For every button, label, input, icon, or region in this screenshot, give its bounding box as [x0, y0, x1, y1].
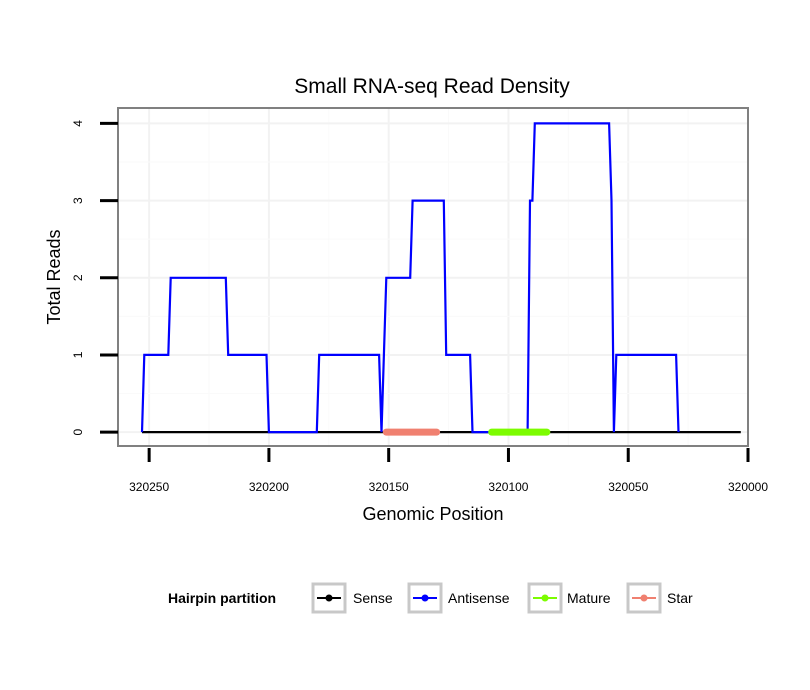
legend-label-star: Star	[667, 590, 693, 606]
legend-title: Hairpin partition	[168, 590, 276, 606]
legend-key-dot	[325, 594, 333, 602]
legend-label-antisense: Antisense	[448, 590, 510, 606]
legend-key-dot	[541, 594, 549, 602]
x-axis: 320250 320200 320150 320100 320050 320000	[129, 448, 768, 494]
y-tick-label: 1	[71, 351, 85, 358]
x-tick-label: 320200	[249, 480, 289, 494]
x-tick-label: 320100	[488, 480, 528, 494]
y-tick-label: 3	[71, 197, 85, 204]
legend-label-mature: Mature	[567, 590, 611, 606]
legend-label-sense: Sense	[353, 590, 393, 606]
y-tick-label: 2	[71, 274, 85, 281]
x-tick-label: 320050	[608, 480, 648, 494]
x-tick-label: 320150	[369, 480, 409, 494]
series-layer	[140, 122, 741, 436]
y-tick-label: 4	[71, 120, 85, 127]
legend-key-dot	[421, 594, 429, 602]
y-axis: 0 1 2 3 4	[71, 120, 118, 435]
x-tick-label: 320000	[728, 480, 768, 494]
series-line-antisense	[140, 122, 680, 434]
chart-title: Small RNA-seq Read Density	[294, 75, 570, 98]
x-axis-title: Genomic Position	[362, 504, 503, 524]
legend-key-dot	[640, 594, 648, 602]
x-tick-label: 320250	[129, 480, 169, 494]
y-axis-title: Total Reads	[44, 229, 64, 324]
y-tick-label: 0	[71, 428, 85, 435]
legend: Hairpin partition Sense Antisense Mature St…	[168, 582, 693, 614]
